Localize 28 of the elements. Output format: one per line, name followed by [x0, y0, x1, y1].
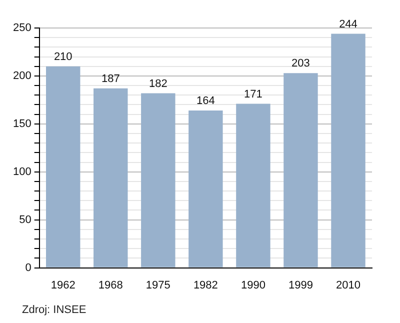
x-tick-label: 1990	[240, 279, 266, 292]
bar	[46, 66, 80, 268]
y-tick-label: 250	[12, 22, 32, 34]
y-tick-label: 50	[19, 214, 32, 226]
data-label: 164	[196, 95, 215, 108]
data-label: 244	[339, 18, 358, 30]
bar	[331, 34, 366, 268]
y-tick-label: 100	[12, 166, 32, 178]
bar	[94, 88, 128, 268]
data-label: 171	[244, 88, 262, 100]
y-tick-label: 0	[25, 262, 32, 274]
data-label: 182	[148, 78, 168, 90]
x-tick-label: 1975	[146, 279, 170, 292]
bar	[188, 110, 223, 268]
x-tick-label: 2010	[336, 279, 360, 292]
x-tick-label: 1999	[288, 279, 313, 292]
bar	[141, 93, 176, 268]
text: Zdroj: INSEE	[22, 304, 86, 316]
bar	[284, 73, 318, 268]
x-tick-label: 1962	[50, 279, 76, 292]
x-tick-label: 1968	[98, 279, 123, 292]
y-tick-label: 150	[12, 118, 32, 130]
bar	[236, 104, 270, 268]
data-label: 187	[101, 72, 120, 85]
data-label: 210	[54, 50, 72, 63]
y-tick-label: 200	[12, 70, 32, 82]
x-tick-label: 1982	[193, 279, 218, 292]
data-label: 203	[292, 58, 310, 70]
